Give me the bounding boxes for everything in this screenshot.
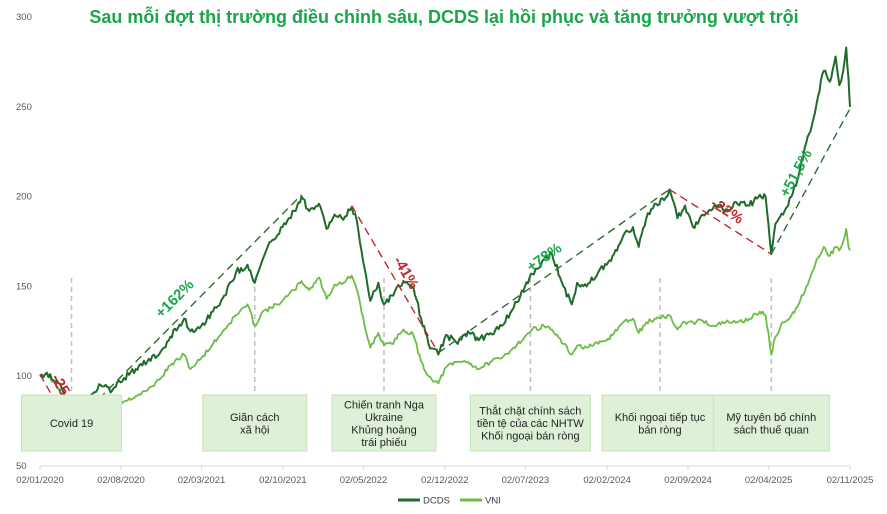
series-line-vni xyxy=(39,228,851,435)
event-label: Ukraine xyxy=(365,412,403,424)
y-tick-label: 250 xyxy=(16,102,32,113)
event-label: Mỹ tuyên bố chính xyxy=(726,412,816,424)
x-tick-label: 02/12/2022 xyxy=(421,475,469,486)
x-tick-label: 02/10/2021 xyxy=(259,475,307,486)
event-label: Covid 19 xyxy=(50,418,93,430)
legend-label: VNI xyxy=(485,496,501,507)
trend-annotations: -25,4%+162%-41%+78%-22%+51,5% xyxy=(39,108,851,431)
event-label: Khối ngoại bán ròng xyxy=(481,431,579,443)
trend-line xyxy=(669,188,772,255)
event-label: Thắt chặt chính sách xyxy=(479,405,581,418)
event-label: Chiến tranh Nga xyxy=(344,399,425,411)
x-tick-label: 02/07/2023 xyxy=(502,475,550,486)
chart-title: Sau mỗi đợt thị trường điều chỉnh sâu, D… xyxy=(89,6,798,27)
legend-label: DCDS xyxy=(423,496,450,507)
event-box xyxy=(331,394,437,452)
event-label: trái phiếu xyxy=(361,437,406,449)
trend-label: +162% xyxy=(152,276,197,321)
trend-label: +78% xyxy=(524,240,565,276)
event-guides xyxy=(70,278,773,395)
trend-line xyxy=(437,188,670,354)
x-axis: 02/01/2020 02/08/2020 02/03/2021 02/10/2021… xyxy=(16,465,874,486)
event-label: Khối ngoại tiếp tục xyxy=(615,412,706,424)
y-tick-label: 100 xyxy=(16,371,32,382)
event-label: Khủng hoảng xyxy=(351,424,416,436)
trend-line xyxy=(770,108,851,255)
trend-label: +51,5% xyxy=(776,147,815,200)
event-box xyxy=(601,394,719,452)
event-box xyxy=(202,394,308,452)
series-line-dcds xyxy=(39,46,851,428)
y-axis: 50 100 150 200 250 300 xyxy=(16,12,32,472)
x-tick-label: 02/04/2025 xyxy=(745,475,793,486)
x-tick-label: 02/03/2021 xyxy=(178,475,226,486)
x-tick-label: 02/02/2024 xyxy=(583,475,631,486)
event-label: bán ròng xyxy=(638,424,681,436)
x-tick-label: 02/05/2022 xyxy=(340,475,388,486)
trend-line xyxy=(351,205,439,354)
y-tick-label: 50 xyxy=(16,461,27,472)
x-tick-label: 02/09/2024 xyxy=(664,475,712,486)
y-tick-label: 150 xyxy=(16,281,32,292)
x-tick-label: 02/08/2020 xyxy=(97,475,145,486)
x-tick-label: 02/01/2020 xyxy=(16,475,64,486)
legend: DCDS VNI xyxy=(398,496,501,507)
trend-label: -41% xyxy=(390,253,422,292)
event-label: Giãn cách xyxy=(230,412,280,424)
trend-line xyxy=(71,194,303,427)
trend-label: -22% xyxy=(708,195,747,228)
event-box xyxy=(712,394,830,452)
event-label: xã hội xyxy=(240,424,269,436)
event-label: sách thuế quan xyxy=(734,424,809,436)
event-box xyxy=(469,394,591,452)
y-tick-label: 200 xyxy=(16,192,32,203)
y-tick-label: 300 xyxy=(16,12,32,23)
event-box xyxy=(21,394,123,452)
x-tick-label: 02/11/2025 xyxy=(827,475,874,486)
event-label: tiền tệ của các NHTW xyxy=(477,418,585,430)
series-lines xyxy=(39,46,851,435)
